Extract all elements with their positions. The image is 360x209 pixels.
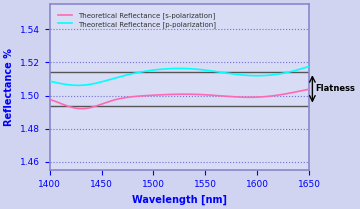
Legend: Theoretical Reflectance [s-polarization], Theoretical Reflectance [p-polarizatio: Theoretical Reflectance [s-polarization]… [56,9,219,31]
Theoretical Reflectance [s-polarization] [188,93,193,96]
Line: Theoretical Reflectance [p-polarization]: Theoretical Reflectance [p-polarization] [50,66,309,85]
Theoretical Reflectance [p-polarization] [307,65,311,68]
Theoretical Reflectance [s-polarization] [48,98,52,101]
Theoretical Reflectance [s-polarization] [80,107,84,110]
Theoretical Reflectance [p-polarization] [188,68,193,70]
Theoretical Reflectance [s-polarization] [301,89,306,92]
Theoretical Reflectance [s-polarization] [307,88,311,90]
Theoretical Reflectance [p-polarization] [171,67,176,70]
Theoretical Reflectance [p-polarization] [301,67,306,69]
Text: Flatness: Flatness [315,84,355,93]
Theoretical Reflectance [s-polarization] [173,93,177,96]
Theoretical Reflectance [p-polarization] [261,74,265,77]
Theoretical Reflectance [s-polarization] [261,96,265,98]
Y-axis label: Reflectance %: Reflectance % [4,48,14,126]
Theoretical Reflectance [p-polarization] [202,69,207,71]
X-axis label: Wavelength [nm]: Wavelength [nm] [132,195,227,205]
Theoretical Reflectance [s-polarization] [171,93,176,96]
Theoretical Reflectance [p-polarization] [173,67,177,70]
Theoretical Reflectance [p-polarization] [48,80,52,83]
Theoretical Reflectance [p-polarization] [76,84,80,87]
Line: Theoretical Reflectance [s-polarization]: Theoretical Reflectance [s-polarization] [50,89,309,109]
Theoretical Reflectance [s-polarization] [202,93,207,96]
